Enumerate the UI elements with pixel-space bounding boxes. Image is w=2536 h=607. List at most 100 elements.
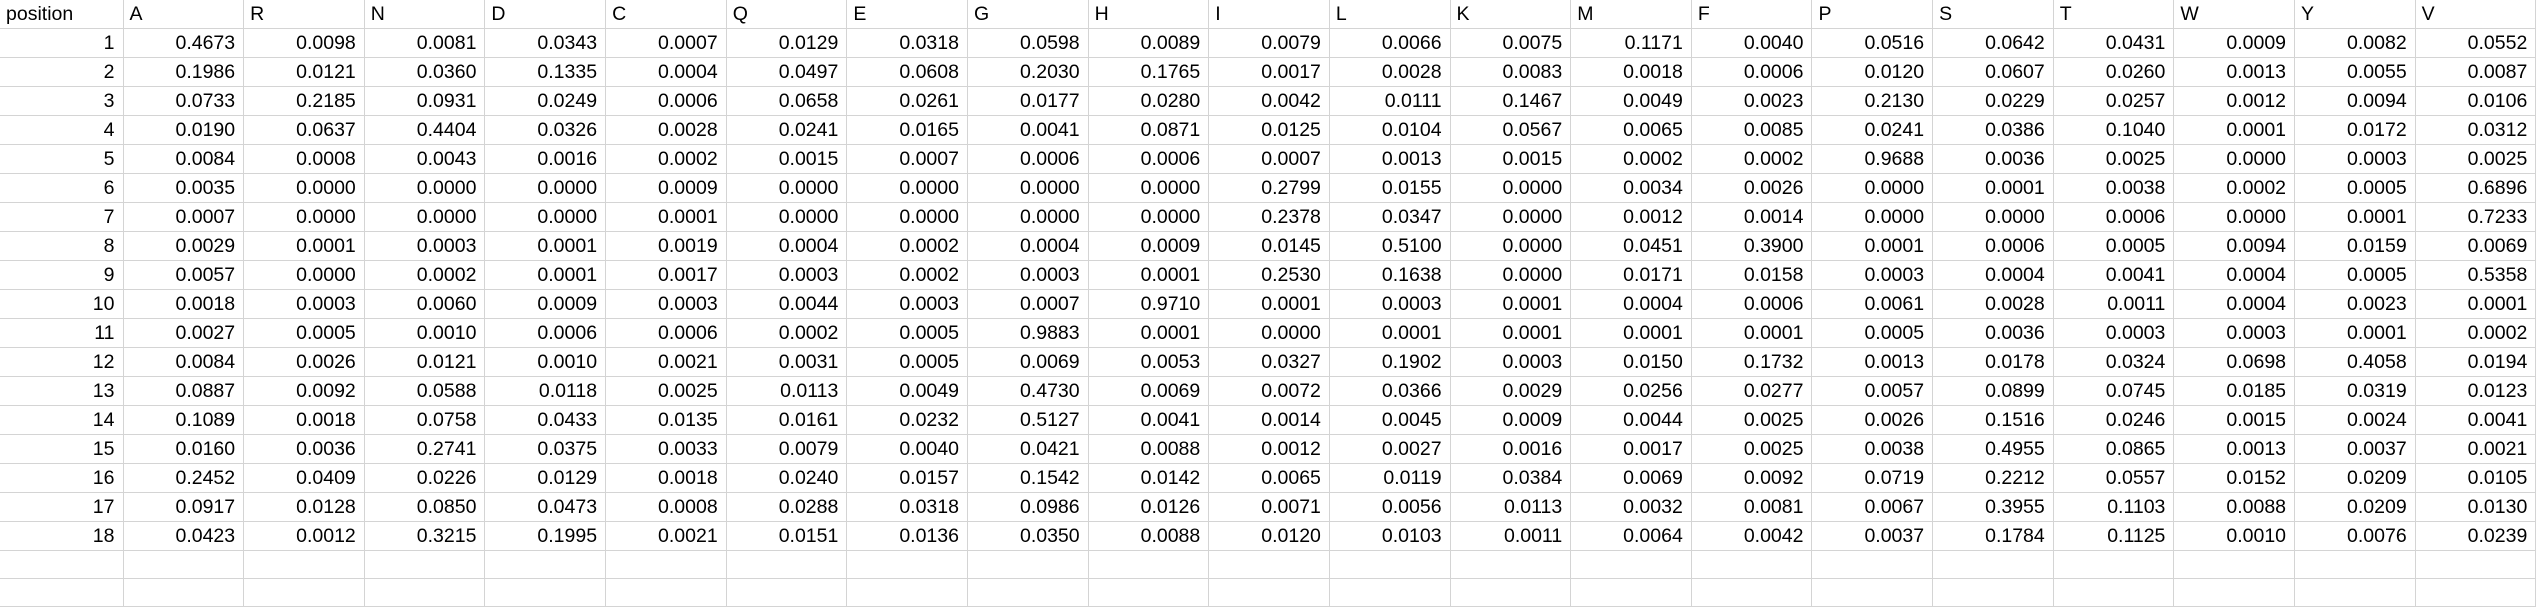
- header-cell-t[interactable]: T: [2052, 0, 2175, 29]
- value-cell[interactable]: 0.0066: [1328, 28, 1451, 58]
- value-cell[interactable]: 0.0026: [243, 347, 365, 377]
- value-cell[interactable]: 0.1995: [484, 521, 607, 551]
- value-cell[interactable]: 0.0001: [2294, 202, 2416, 232]
- value-cell[interactable]: 0.0006: [605, 318, 727, 348]
- value-cell[interactable]: 0.1765: [1087, 57, 1210, 87]
- value-cell[interactable]: 0.0043: [363, 144, 486, 174]
- header-cell-r[interactable]: R: [243, 0, 365, 29]
- value-cell[interactable]: 0.0092: [1690, 463, 1813, 493]
- value-cell[interactable]: 0.0850: [363, 492, 486, 522]
- value-cell[interactable]: 0.2378: [1208, 202, 1330, 232]
- value-cell[interactable]: 0.3955: [1932, 492, 2054, 522]
- value-cell[interactable]: 0.0000: [1449, 173, 1572, 203]
- value-cell[interactable]: 0.0001: [1449, 289, 1572, 319]
- empty-cell[interactable]: [2414, 578, 2536, 607]
- value-cell[interactable]: 0.0241: [1811, 115, 1934, 145]
- value-cell[interactable]: 0.0032: [1570, 492, 1692, 522]
- header-cell-v[interactable]: V: [2414, 0, 2536, 29]
- empty-cell[interactable]: [605, 578, 727, 607]
- value-cell[interactable]: 0.0000: [2173, 144, 2296, 174]
- value-cell[interactable]: 0.0000: [243, 202, 365, 232]
- value-cell[interactable]: 0.0013: [2173, 434, 2296, 464]
- value-cell[interactable]: 0.0129: [484, 463, 607, 493]
- value-cell[interactable]: 0.0185: [2173, 376, 2296, 406]
- value-cell[interactable]: 0.0002: [1690, 144, 1813, 174]
- value-cell[interactable]: 0.0009: [1087, 231, 1210, 261]
- value-cell[interactable]: 0.0053: [1087, 347, 1210, 377]
- value-cell[interactable]: 0.0232: [846, 405, 968, 435]
- value-cell[interactable]: 0.0698: [2173, 347, 2296, 377]
- value-cell[interactable]: 0.0003: [1449, 347, 1572, 377]
- value-cell[interactable]: 0.1040: [2052, 115, 2175, 145]
- empty-cell[interactable]: [1208, 578, 1330, 607]
- value-cell[interactable]: 0.0986: [966, 492, 1089, 522]
- value-cell[interactable]: 0.0007: [846, 144, 968, 174]
- row-position-cell[interactable]: 11: [0, 318, 124, 348]
- value-cell[interactable]: 0.0106: [2414, 86, 2536, 116]
- empty-cell[interactable]: [363, 550, 486, 579]
- value-cell[interactable]: 0.0001: [484, 260, 607, 290]
- empty-cell[interactable]: [2173, 550, 2296, 579]
- value-cell[interactable]: 0.0012: [243, 521, 365, 551]
- value-cell[interactable]: 0.0089: [1087, 28, 1210, 58]
- value-cell[interactable]: 0.0013: [2173, 57, 2296, 87]
- value-cell[interactable]: 0.4673: [122, 28, 245, 58]
- value-cell[interactable]: 0.0000: [1087, 173, 1210, 203]
- value-cell[interactable]: 0.0177: [966, 86, 1089, 116]
- value-cell[interactable]: 0.0061: [1811, 289, 1934, 319]
- value-cell[interactable]: 0.0069: [1570, 463, 1692, 493]
- value-cell[interactable]: 0.0142: [1087, 463, 1210, 493]
- empty-cell[interactable]: [966, 578, 1089, 607]
- value-cell[interactable]: 0.0044: [1570, 405, 1692, 435]
- value-cell[interactable]: 0.6896: [2414, 173, 2536, 203]
- value-cell[interactable]: 0.0003: [605, 289, 727, 319]
- value-cell[interactable]: 0.4730: [966, 376, 1089, 406]
- value-cell[interactable]: 0.0421: [966, 434, 1089, 464]
- value-cell[interactable]: 0.0120: [1811, 57, 1934, 87]
- value-cell[interactable]: 0.0069: [1087, 376, 1210, 406]
- value-cell[interactable]: 0.0065: [1208, 463, 1330, 493]
- value-cell[interactable]: 0.0000: [846, 202, 968, 232]
- header-cell-q[interactable]: Q: [725, 0, 848, 29]
- value-cell[interactable]: 0.0178: [1932, 347, 2054, 377]
- header-cell-d[interactable]: D: [484, 0, 607, 29]
- value-cell[interactable]: 0.0002: [363, 260, 486, 290]
- value-cell[interactable]: 0.0000: [966, 173, 1089, 203]
- value-cell[interactable]: 0.4955: [1932, 434, 2054, 464]
- value-cell[interactable]: 0.0007: [605, 28, 727, 58]
- value-cell[interactable]: 0.0034: [1570, 173, 1692, 203]
- value-cell[interactable]: 0.0028: [1328, 57, 1451, 87]
- value-cell[interactable]: 0.0003: [966, 260, 1089, 290]
- value-cell[interactable]: 0.0081: [363, 28, 486, 58]
- empty-cell[interactable]: [243, 550, 365, 579]
- value-cell[interactable]: 0.0087: [2414, 57, 2536, 87]
- row-position-cell[interactable]: 3: [0, 86, 124, 116]
- value-cell[interactable]: 0.2452: [122, 463, 245, 493]
- value-cell[interactable]: 0.0165: [846, 115, 968, 145]
- value-cell[interactable]: 0.0040: [846, 434, 968, 464]
- value-cell[interactable]: 0.0745: [2052, 376, 2175, 406]
- value-cell[interactable]: 0.0003: [2173, 318, 2296, 348]
- value-cell[interactable]: 0.0001: [2294, 318, 2416, 348]
- value-cell[interactable]: 0.0026: [1811, 405, 1934, 435]
- value-cell[interactable]: 0.0000: [363, 173, 486, 203]
- value-cell[interactable]: 0.0027: [1328, 434, 1451, 464]
- row-position-cell[interactable]: 10: [0, 289, 124, 319]
- value-cell[interactable]: 0.0006: [966, 144, 1089, 174]
- value-cell[interactable]: 0.0000: [1932, 202, 2054, 232]
- value-cell[interactable]: 0.1335: [484, 57, 607, 87]
- value-cell[interactable]: 0.0001: [1690, 318, 1813, 348]
- value-cell[interactable]: 0.0012: [1570, 202, 1692, 232]
- value-cell[interactable]: 0.0002: [2414, 318, 2536, 348]
- value-cell[interactable]: 0.1516: [1932, 405, 2054, 435]
- value-cell[interactable]: 0.0000: [2173, 202, 2296, 232]
- empty-cell[interactable]: [0, 550, 124, 579]
- value-cell[interactable]: 0.0327: [1208, 347, 1330, 377]
- value-cell[interactable]: 0.0172: [2294, 115, 2416, 145]
- value-cell[interactable]: 0.2185: [243, 86, 365, 116]
- value-cell[interactable]: 0.0157: [846, 463, 968, 493]
- value-cell[interactable]: 0.0318: [846, 28, 968, 58]
- value-cell[interactable]: 0.1902: [1328, 347, 1451, 377]
- value-cell[interactable]: 0.0049: [846, 376, 968, 406]
- value-cell[interactable]: 0.0018: [605, 463, 727, 493]
